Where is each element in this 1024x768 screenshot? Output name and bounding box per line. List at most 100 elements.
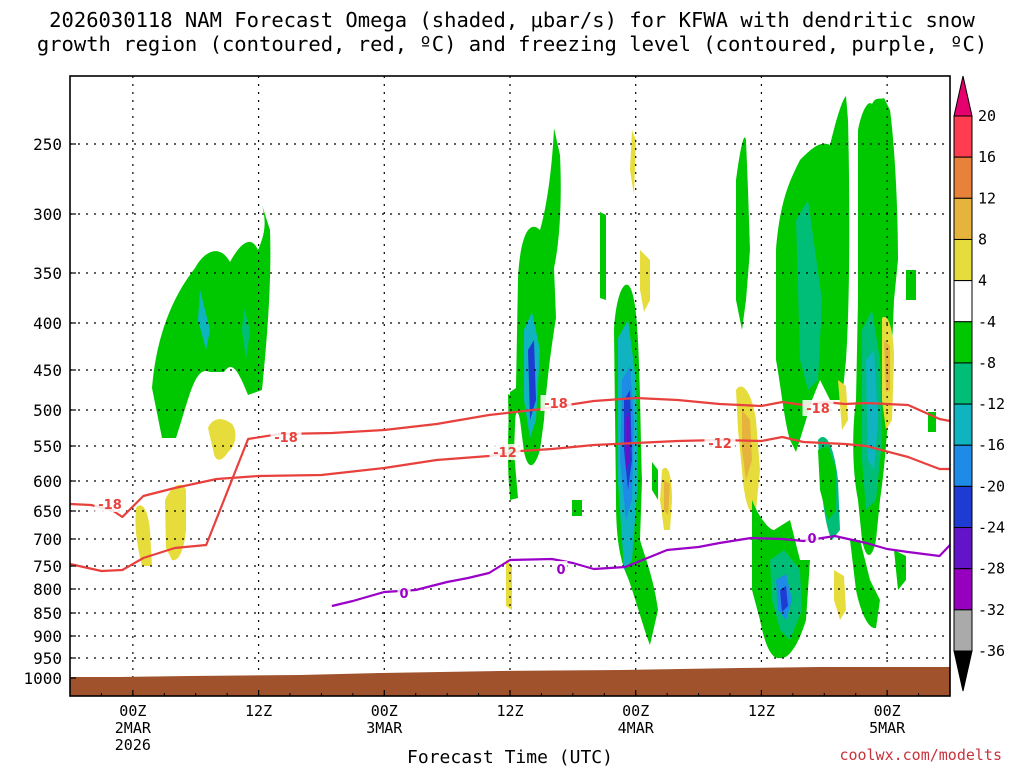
colorbar-label: -4 (978, 313, 996, 331)
y-tick-label: 500 (33, 401, 62, 420)
y-tick-label: 550 (33, 437, 62, 456)
omega-green-area (894, 550, 906, 590)
contour-label: -12 (704, 435, 736, 452)
colorbar-over-arrow (953, 75, 973, 117)
colorbar-swatch (953, 485, 973, 529)
y-tick-label: 650 (33, 502, 62, 521)
colorbar-under-arrow (953, 650, 973, 692)
svg-text:-12: -12 (493, 446, 517, 461)
contour-label: -18 (540, 395, 572, 412)
svg-text:0: 0 (807, 532, 816, 547)
y-tick-label: 450 (33, 361, 62, 380)
contour-label: 0 (805, 530, 819, 547)
contour-label: -18 (94, 496, 126, 513)
colorbar-swatch (953, 321, 973, 364)
colorbar-label: -32 (978, 601, 1005, 619)
omega-green-area (818, 446, 836, 520)
colorbar-swatch (953, 238, 973, 282)
colorbar-label: -28 (978, 560, 1005, 578)
y-tick-label: 600 (33, 472, 62, 491)
omega-purple-area (626, 410, 630, 470)
colorbar-label: -24 (978, 519, 1005, 537)
y-tick-label: 1000 (23, 669, 62, 688)
y-tick-label: 400 (33, 314, 62, 333)
colorbar-swatch (953, 609, 973, 652)
colorbar-label: -20 (978, 477, 1005, 495)
x-tick-label: 2MAR (115, 719, 152, 737)
colorbar-swatch (953, 527, 973, 570)
omega-green-area (600, 212, 606, 300)
chart-title-line2: growth region (contoured, red, ºC) and f… (36, 32, 988, 56)
colorbar-swatch (953, 280, 973, 323)
omega-yellow-area (165, 484, 186, 561)
colorbar-label: -16 (978, 436, 1005, 454)
contour-label: -18 (802, 400, 834, 417)
omega-shading (135, 96, 936, 659)
colorbar-label: 20 (978, 107, 996, 125)
omega-yellow-area (506, 560, 512, 610)
y-tick-label: 850 (33, 604, 62, 623)
omega-orange-area (742, 410, 752, 480)
colorbar-label: 12 (978, 189, 996, 207)
omega-orange-area (664, 480, 670, 515)
colorbar: 20 16 12 8 4 -4 -8 -12 -16 -20 -24 -28 -32 -36 (953, 75, 1005, 692)
omega-cyan-area (866, 350, 878, 470)
svg-text:-18: -18 (544, 397, 568, 412)
colorbar-label: -12 (978, 395, 1005, 413)
contour-label: -12 (489, 444, 521, 461)
y-tick-label: 300 (33, 205, 62, 224)
y-axis: 250 300 350 400 450 500 550 600 650 700 750 800 850 9… (23, 135, 76, 688)
svg-text:-18: -18 (274, 431, 298, 446)
svg-text:0: 0 (399, 587, 408, 602)
omega-yellow-area (640, 250, 650, 312)
contour-label: 0 (397, 585, 411, 602)
omega-blue-area (780, 586, 788, 612)
colorbar-swatch (953, 156, 973, 199)
colorbar-swatch (953, 444, 973, 487)
contour-label: 0 (554, 561, 568, 578)
x-axis-title: Forecast Time (UTC) (407, 747, 613, 768)
colorbar-label: 8 (978, 230, 987, 248)
colorbar-label: -8 (978, 354, 996, 372)
contour-label: -18 (270, 429, 302, 446)
y-tick-label: 250 (33, 135, 62, 154)
colorbar-swatch (953, 568, 973, 611)
x-tick-label: 00Z (622, 702, 649, 720)
contour-line (69, 435, 950, 519)
terrain-ground (70, 667, 950, 696)
x-tick-label: 5MAR (869, 719, 906, 737)
x-tick-label: 12Z (496, 702, 523, 720)
omega-green-area (850, 540, 880, 629)
colorbar-swatch (953, 197, 973, 240)
colorbar-label: -36 (978, 642, 1005, 660)
contour-line (331, 534, 951, 608)
omega-cyan-area (198, 290, 210, 350)
y-tick-label: 800 (33, 580, 62, 599)
omega-green-area (508, 128, 561, 500)
omega-yellow-area (834, 570, 846, 620)
chart-title-line1: 2026030118 NAM Forecast Omega (shaded, μ… (49, 8, 975, 32)
omega-blue-area (528, 340, 536, 420)
colorbar-swatch (953, 115, 973, 158)
y-tick-label: 750 (33, 557, 62, 576)
colorbar-label: 4 (978, 272, 987, 290)
omega-yellow-area (135, 505, 152, 566)
colorbar-swatch (953, 403, 973, 446)
svg-text:-12: -12 (708, 437, 732, 452)
x-tick-label: 12Z (245, 702, 272, 720)
svg-text:-18: -18 (98, 498, 122, 513)
x-tick-label: 12Z (748, 702, 775, 720)
colorbar-swatch (953, 362, 973, 405)
x-tick-label: 00Z (874, 702, 901, 720)
x-tick-label: 3MAR (366, 719, 403, 737)
x-tick-label: 4MAR (618, 719, 655, 737)
omega-green-area (736, 137, 750, 330)
x-tick-label: 00Z (119, 702, 146, 720)
contour-lines: -18 -18 -12 -18 -12 -18 0 0 0 (69, 395, 951, 608)
omega-teal-area (242, 308, 250, 360)
x-tick-label: 00Z (371, 702, 398, 720)
colorbar-label: 16 (978, 148, 996, 166)
omega-yellow-area (630, 130, 636, 195)
